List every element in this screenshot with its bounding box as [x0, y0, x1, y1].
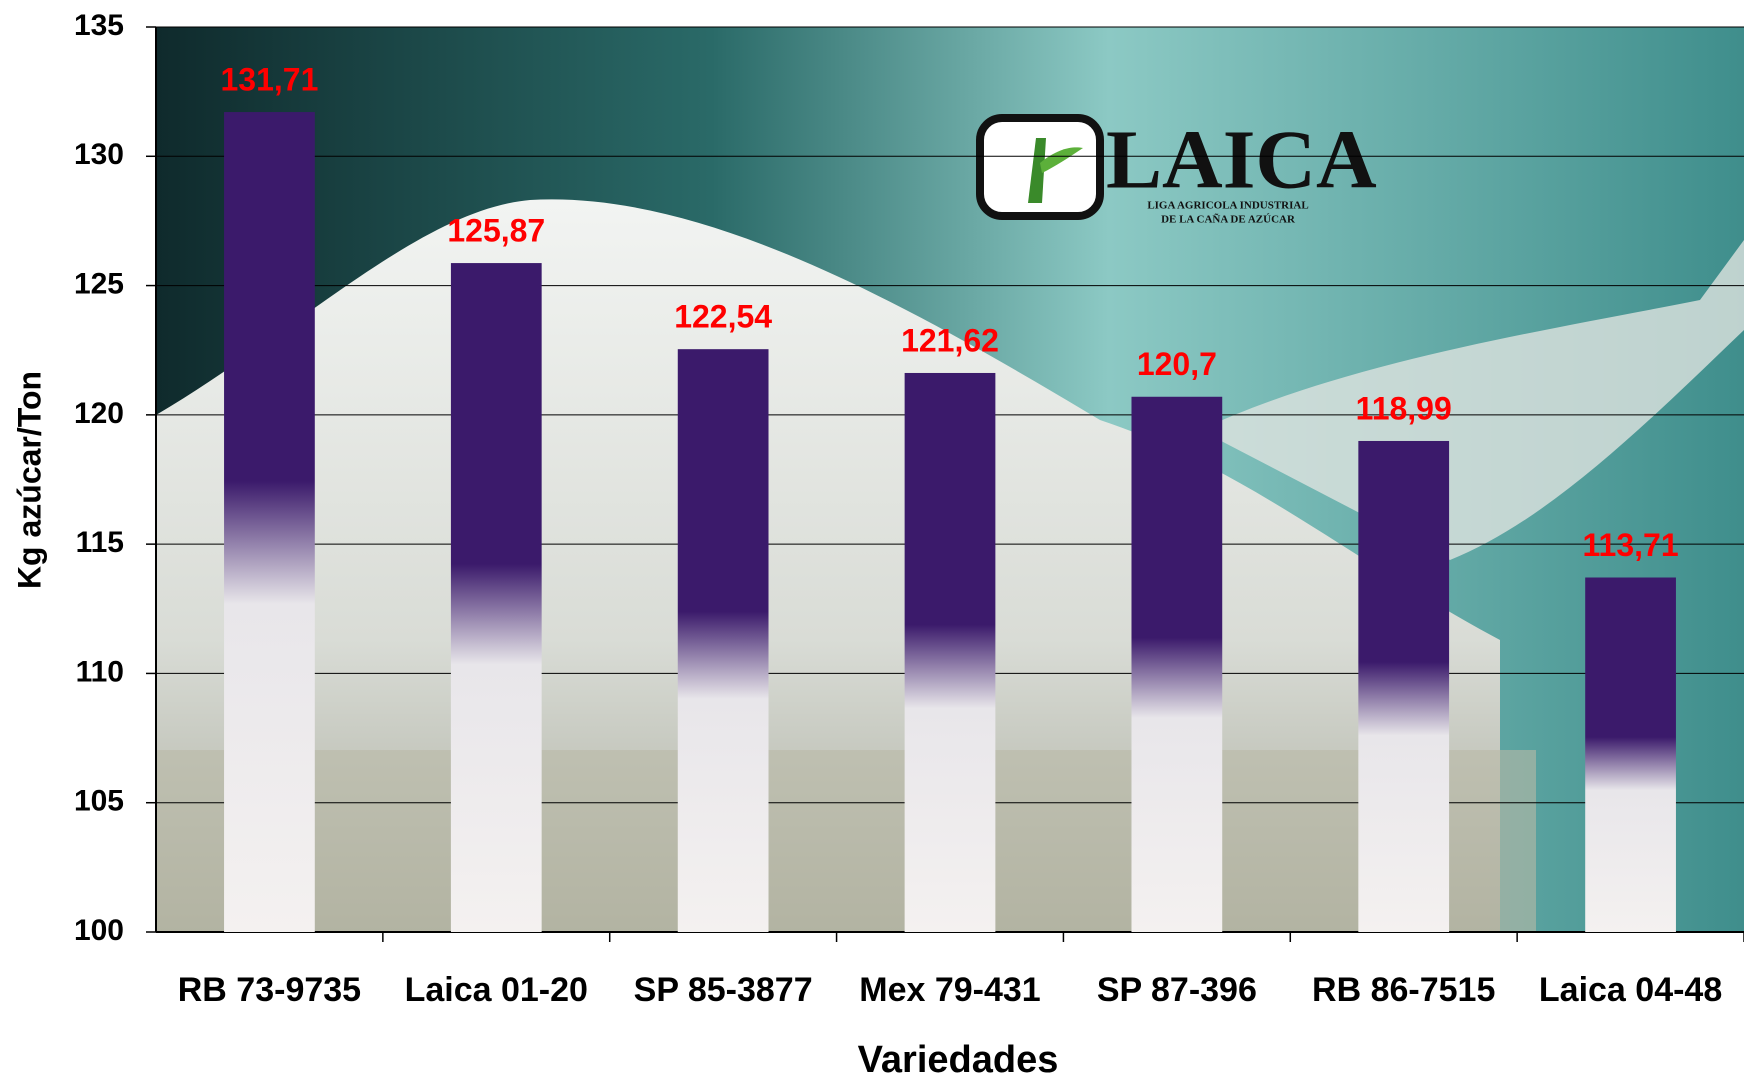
- y-tick-label: 120: [74, 397, 124, 430]
- value-label: 125,87: [447, 213, 545, 249]
- value-label: 118,99: [1356, 390, 1452, 426]
- y-tick-label: 135: [74, 9, 124, 42]
- x-tick-label: SP 85-3877: [634, 971, 813, 1009]
- x-tick-label: Laica 01-20: [405, 971, 588, 1009]
- y-tick-label: 115: [76, 526, 124, 559]
- x-tick-label: SP 87-396: [1097, 971, 1257, 1009]
- y-tick-label: 110: [76, 655, 124, 688]
- bar: [1131, 397, 1222, 932]
- bar: [1358, 441, 1449, 932]
- value-label: 131,71: [220, 62, 318, 98]
- x-tick-label: Mex 79-431: [859, 971, 1040, 1009]
- y-tick-label: 125: [74, 267, 124, 300]
- value-label: 121,62: [901, 322, 999, 358]
- value-label: 113,71: [1583, 527, 1679, 563]
- y-tick-label: 130: [74, 138, 124, 171]
- value-label: 120,7: [1137, 346, 1217, 382]
- y-axis-title: Kg azúcar/Ton: [11, 371, 47, 589]
- bar: [1585, 577, 1676, 932]
- y-tick-label: 100: [74, 914, 124, 947]
- bar: [678, 349, 769, 932]
- x-tick-label: RB 73-9735: [178, 971, 361, 1009]
- x-axis-title: Variedades: [858, 1039, 1059, 1081]
- logo-line: DE LA CAÑA DE AZÚCAR: [1161, 214, 1296, 226]
- x-tick-label: Laica 04-48: [1539, 971, 1722, 1009]
- x-tick-label: RB 86-7515: [1312, 971, 1495, 1009]
- chart: LAICA LIGA AGRICOLA INDUSTRIAL DE LA CAÑ…: [0, 0, 1744, 1085]
- y-tick-label: 105: [74, 785, 124, 818]
- bar: [451, 263, 542, 932]
- logo-line: LIGA AGRICOLA INDUSTRIAL: [1147, 200, 1308, 212]
- bar: [905, 373, 996, 932]
- bar: [224, 112, 315, 932]
- logo-name: LAICA: [1106, 113, 1377, 206]
- value-label: 122,54: [674, 299, 772, 335]
